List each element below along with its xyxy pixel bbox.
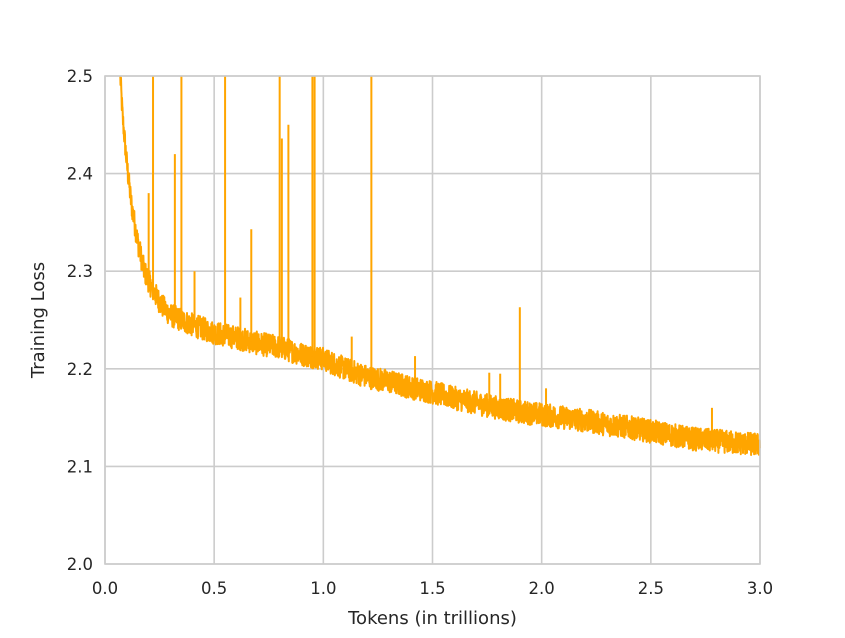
plot-area xyxy=(119,75,761,456)
x-tick-label: 2.5 xyxy=(638,579,664,598)
y-tick-label: 2.1 xyxy=(67,457,93,476)
x-tick-label: 0.0 xyxy=(92,579,118,598)
x-tick-label: 3.0 xyxy=(747,579,773,598)
x-tick-label: 2.0 xyxy=(529,579,555,598)
tick-labels: 0.0 0.5 1.0 1.5 2.0 2.5 3.0 2.0 2.1 2.2 2.3 2.4 2.5 xyxy=(67,67,773,598)
plot-frame xyxy=(104,75,761,565)
y-axis-label: Training Loss xyxy=(28,262,49,379)
x-tick-label: 0.5 xyxy=(201,579,227,598)
y-tick-label: 2.2 xyxy=(67,360,93,379)
y-tick-label: 2.3 xyxy=(67,262,93,281)
loss-curve xyxy=(119,75,761,456)
x-axis-label: Tokens (in trillions) xyxy=(347,608,517,629)
y-tick-label: 2.0 xyxy=(67,555,93,574)
y-tick-label: 2.5 xyxy=(67,67,93,86)
axes-frame xyxy=(104,75,761,565)
y-tick-label: 2.4 xyxy=(67,165,93,184)
x-tick-label: 1.0 xyxy=(310,579,336,598)
x-tick-label: 1.5 xyxy=(419,579,445,598)
